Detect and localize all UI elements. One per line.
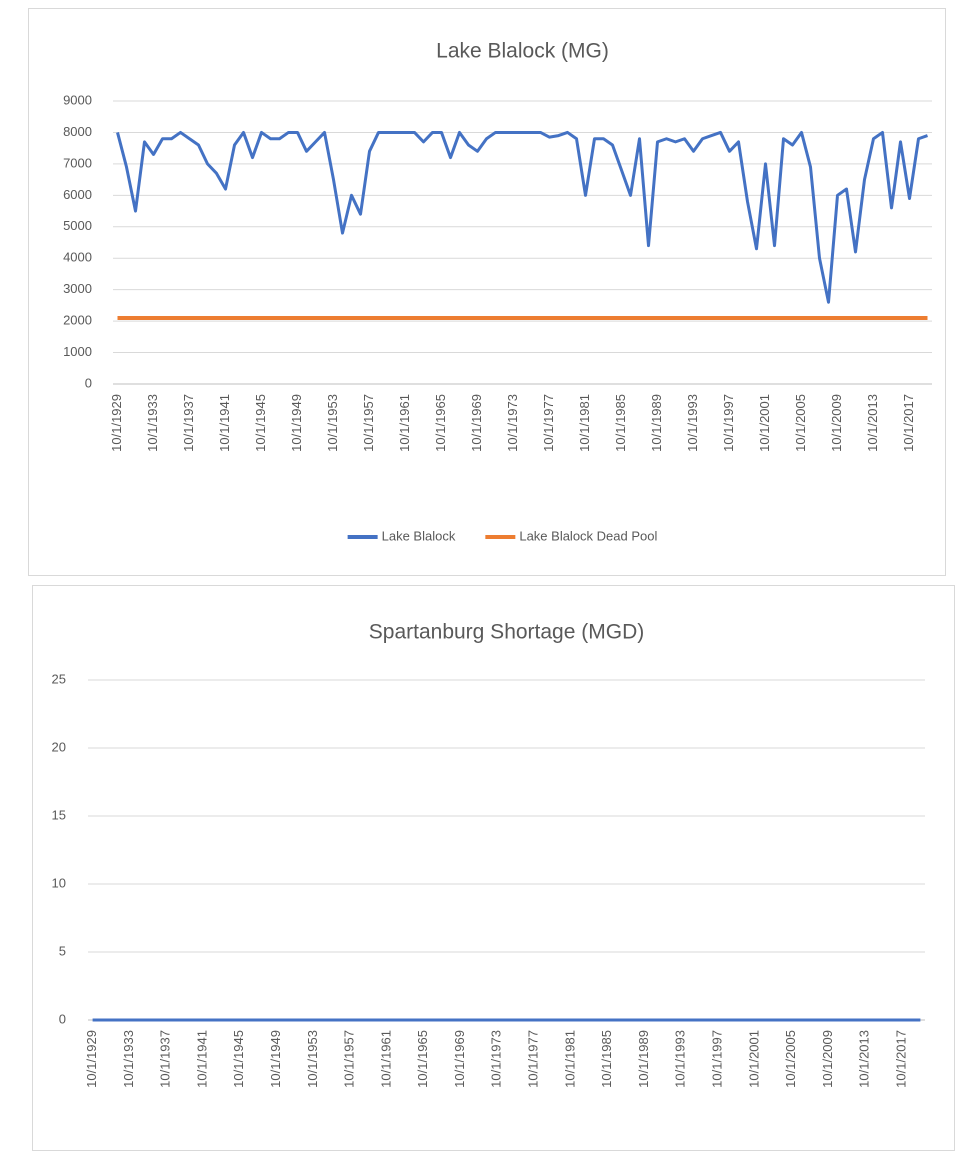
x-tick-label: 10/1/1969 [469, 394, 484, 452]
chart-title: Spartanburg Shortage (MGD) [369, 621, 644, 644]
x-tick-label: 10/1/1945 [253, 394, 268, 452]
x-tick-label: 10/1/2001 [746, 1030, 761, 1088]
x-tick-label: 10/1/2013 [857, 1030, 872, 1088]
x-tick-label: 10/1/2001 [757, 394, 772, 452]
y-tick-label: 25 [52, 671, 66, 686]
legend-label: Lake Blalock Dead Pool [519, 528, 657, 543]
legend: Lake Blalock Lake Blalock Dead Pool [347, 528, 657, 543]
x-tick-label: 10/1/2017 [893, 1030, 908, 1088]
x-tick-label: 10/1/1989 [636, 1030, 651, 1088]
x-tick-label: 10/1/1965 [415, 1030, 430, 1088]
x-tick-label: 10/1/1937 [158, 1030, 173, 1088]
y-tick-label: 0 [85, 375, 92, 390]
x-tick-label: 10/1/1941 [194, 1030, 209, 1088]
x-tick-label: 10/1/2009 [820, 1030, 835, 1088]
x-tick-label: 10/1/1981 [562, 1030, 577, 1088]
x-tick-label: 10/1/1993 [685, 394, 700, 452]
x-tick-label: 10/1/2005 [783, 1030, 798, 1088]
x-tick-label: 10/1/1985 [599, 1030, 614, 1088]
x-tick-label: 10/1/1977 [541, 394, 556, 452]
x-tick-label: 10/1/1961 [397, 394, 412, 452]
x-tick-label: 10/1/1985 [613, 394, 628, 452]
x-tick-label: 10/1/1941 [217, 394, 232, 452]
x-tick-label: 10/1/1997 [709, 1030, 724, 1088]
y-tick-label: 15 [52, 807, 66, 822]
chart-frame [28, 8, 946, 576]
y-tick-label: 6000 [63, 187, 92, 202]
x-tick-label: 10/1/1973 [489, 1030, 504, 1088]
y-tick-label: 5000 [63, 218, 92, 233]
x-tick-label: 10/1/2017 [901, 394, 916, 452]
x-tick-label: 10/1/1929 [109, 394, 124, 452]
x-tick-label: 10/1/1953 [325, 394, 340, 452]
x-tick-label: 10/1/1957 [342, 1030, 357, 1088]
x-tick-label: 10/1/1933 [121, 1030, 136, 1088]
x-tick-label: 10/1/2013 [865, 394, 880, 452]
legend-label: Lake Blalock [382, 528, 456, 543]
x-tick-label: 10/1/1993 [673, 1030, 688, 1088]
y-tick-label: 2000 [63, 313, 92, 328]
x-tick-label: 10/1/2005 [793, 394, 808, 452]
x-tick-label: 10/1/1937 [181, 394, 196, 452]
x-tick-label: 10/1/1949 [289, 394, 304, 452]
x-tick-label: 10/1/1981 [577, 394, 592, 452]
y-tick-label: 0 [59, 1011, 66, 1026]
x-tick-label: 10/1/1973 [505, 394, 520, 452]
y-tick-label: 5 [59, 943, 66, 958]
x-tick-label: 10/1/1953 [305, 1030, 320, 1088]
x-tick-label: 10/1/1989 [649, 394, 664, 452]
x-tick-label: 10/1/2009 [829, 394, 844, 452]
x-tick-label: 10/1/1957 [361, 394, 376, 452]
x-tick-label: 10/1/1965 [433, 394, 448, 452]
y-tick-label: 8000 [63, 124, 92, 139]
y-tick-label: 3000 [63, 281, 92, 296]
x-tick-label: 10/1/1969 [452, 1030, 467, 1088]
y-tick-label: 7000 [63, 155, 92, 170]
y-tick-label: 1000 [63, 344, 92, 359]
x-tick-label: 10/1/1961 [378, 1030, 393, 1088]
y-tick-label: 9000 [63, 92, 92, 107]
x-tick-label: 10/1/1929 [84, 1030, 99, 1088]
y-tick-label: 20 [52, 739, 66, 754]
line-series [116, 130, 928, 304]
x-tick-label: 10/1/1945 [231, 1030, 246, 1088]
x-tick-label: 10/1/1977 [526, 1030, 541, 1088]
y-tick-label: 4000 [63, 250, 92, 265]
x-tick-label: 10/1/1949 [268, 1030, 283, 1088]
chart-title: Lake Blalock (MG) [436, 40, 609, 63]
x-tick-label: 10/1/1933 [145, 394, 160, 452]
y-tick-label: 10 [52, 875, 66, 890]
x-tick-label: 10/1/1997 [721, 394, 736, 452]
